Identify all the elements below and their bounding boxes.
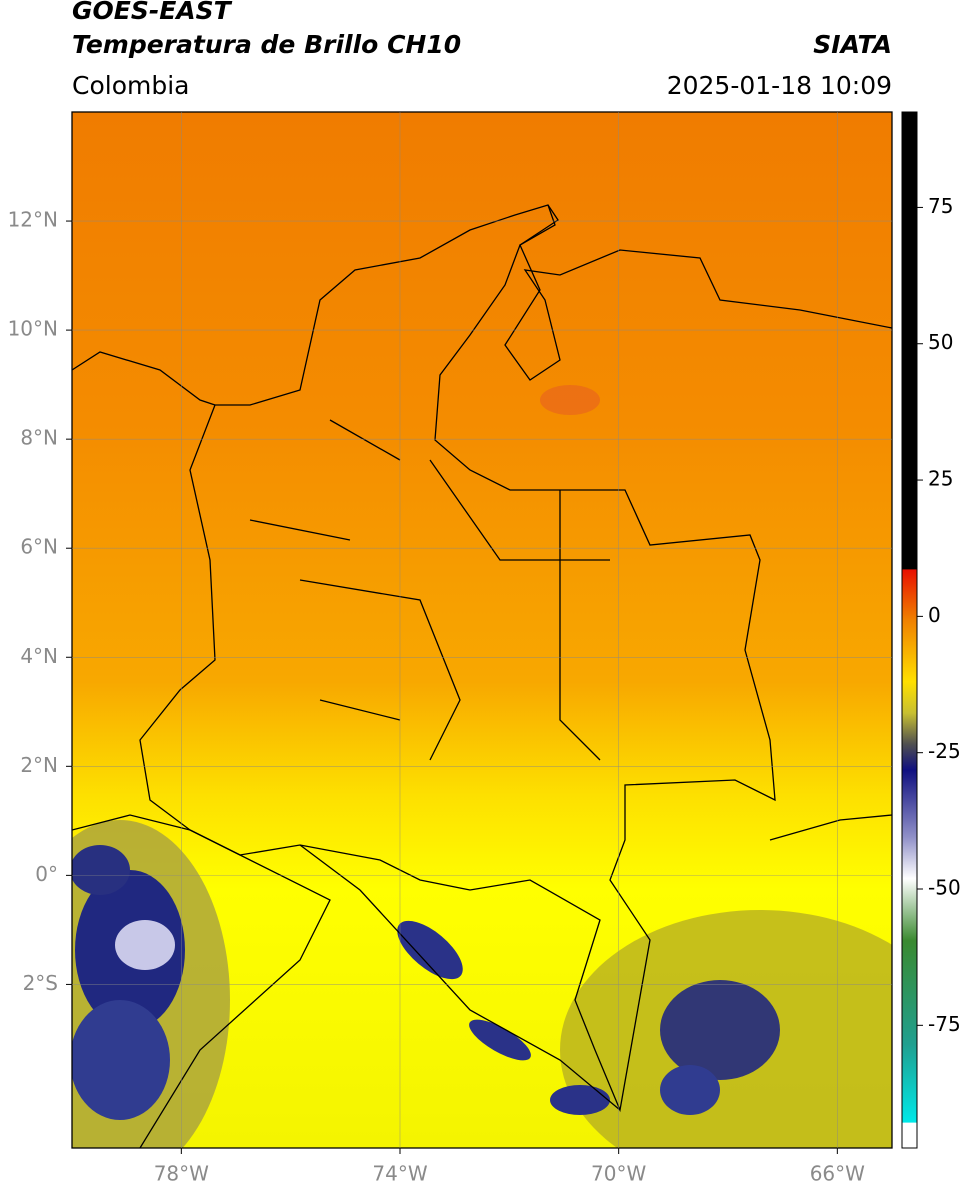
colorbar-tick-label: -50	[928, 876, 961, 900]
y-tick-label: 4°N	[20, 644, 58, 668]
source: GOES-EAST	[72, 0, 233, 25]
map-image	[72, 112, 892, 1148]
y-tick-label: 2°S	[23, 971, 58, 995]
colorbar-tick-label: 50	[928, 330, 953, 354]
y-tick-label: 10°N	[8, 317, 58, 341]
x-tick-label: 74°W	[372, 1162, 427, 1186]
colorbar-tick-label: -25	[928, 739, 961, 763]
x-tick-label: 66°W	[810, 1162, 865, 1186]
region: Colombia	[72, 71, 189, 100]
map-frame	[71, 111, 893, 1149]
y-tick-label: 8°N	[20, 426, 58, 450]
y-tick-label: 0°	[35, 862, 58, 886]
colorbar	[901, 111, 918, 1149]
colorbar-tick-label: 25	[928, 467, 953, 491]
agency: SIATA	[813, 30, 892, 59]
colorbar-tick-label: -75	[928, 1012, 961, 1036]
y-tick-label: 12°N	[8, 208, 58, 232]
colorbar-tick-label: 0	[928, 603, 941, 627]
y-tick-label: 6°N	[20, 535, 58, 559]
colorbar-tick-label: 75	[928, 194, 953, 218]
y-tick-label: 2°N	[20, 753, 58, 777]
product: Temperatura de Brillo CH10	[72, 30, 461, 59]
datetime: 2025-01-18 10:09	[667, 71, 892, 100]
x-tick-label: 78°W	[154, 1162, 209, 1186]
x-tick-label: 70°W	[591, 1162, 646, 1186]
